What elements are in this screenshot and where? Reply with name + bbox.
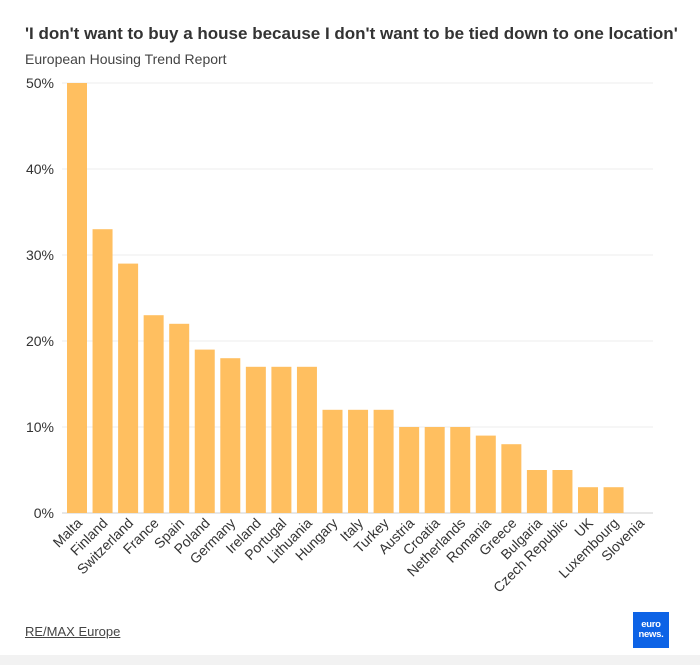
bar[interactable] <box>296 366 317 513</box>
bar[interactable] <box>118 263 139 513</box>
bar[interactable] <box>603 487 624 513</box>
chart-title: 'I don't want to buy a house because I d… <box>25 24 678 43</box>
bottom-strip <box>0 655 700 665</box>
bar[interactable] <box>245 366 266 513</box>
bar-chart: 0%10%20%30%40%50%MaltaFinlandSwitzerland… <box>26 75 653 595</box>
y-tick-label: 30% <box>26 247 54 263</box>
source-link[interactable]: RE/MAX Europe <box>25 624 121 639</box>
chart-subtitle: European Housing Trend Report <box>25 51 227 67</box>
y-tick-label: 10% <box>26 419 54 435</box>
bar[interactable] <box>271 366 292 513</box>
bar[interactable] <box>399 427 420 513</box>
bar[interactable] <box>322 409 343 513</box>
y-tick-label: 40% <box>26 161 54 177</box>
bar[interactable] <box>501 444 522 513</box>
bar[interactable] <box>92 229 113 513</box>
y-tick-label: 50% <box>26 75 54 91</box>
y-tick-label: 20% <box>26 333 54 349</box>
euronews-logo: euro news. <box>633 612 669 648</box>
bar[interactable] <box>373 409 394 513</box>
bar[interactable] <box>143 315 164 513</box>
logo-line1: euro <box>641 619 661 630</box>
y-tick-label: 0% <box>34 505 54 521</box>
bar[interactable] <box>526 470 547 513</box>
bar[interactable] <box>450 427 471 513</box>
bar[interactable] <box>578 487 598 513</box>
bar[interactable] <box>220 358 241 513</box>
bar[interactable] <box>475 435 496 513</box>
bar[interactable] <box>169 323 190 513</box>
logo-line2: news. <box>638 629 664 640</box>
bar[interactable] <box>424 427 445 513</box>
bar[interactable] <box>194 349 215 513</box>
bar[interactable] <box>348 409 369 513</box>
bar[interactable] <box>67 83 87 513</box>
bar[interactable] <box>552 470 573 513</box>
